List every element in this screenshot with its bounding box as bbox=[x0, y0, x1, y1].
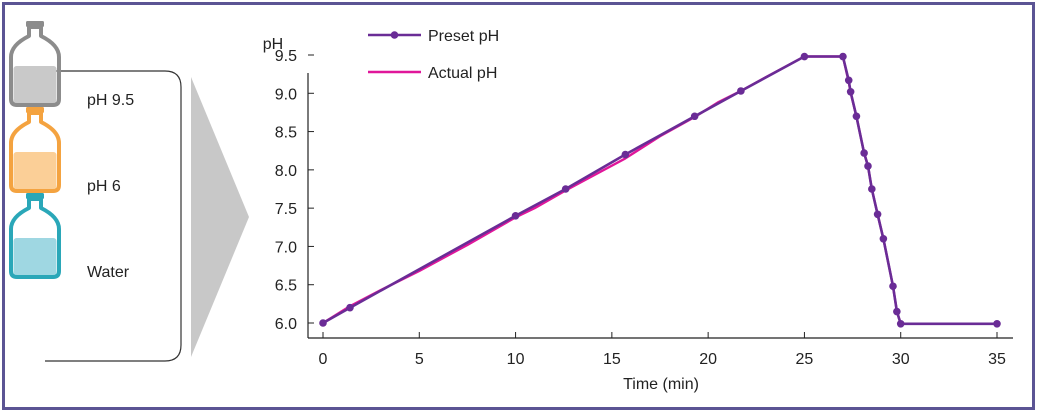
bottle-liquid bbox=[13, 152, 57, 189]
data-point bbox=[621, 150, 630, 159]
x-tick-label: 20 bbox=[699, 351, 717, 368]
data-point bbox=[319, 319, 327, 327]
axis-ticks: 6.0 6.5 7.0 7.5 8.0 8.5 9.0 9.5 0 5 10 15 20 25 30 35 bbox=[275, 48, 1006, 368]
legend-label: Preset pH bbox=[428, 28, 499, 45]
data-point bbox=[893, 307, 901, 316]
data-point bbox=[844, 76, 853, 85]
data-point bbox=[868, 185, 876, 193]
x-axis-label: Time (min) bbox=[623, 376, 699, 393]
reagent-label-ph6: pH 6 bbox=[87, 178, 121, 195]
data-point bbox=[852, 112, 861, 121]
data-point bbox=[846, 87, 855, 96]
legend-label: Actual pH bbox=[428, 65, 497, 82]
x-tick-label: 0 bbox=[319, 351, 328, 368]
legend: Preset pH Actual pH bbox=[368, 28, 499, 82]
x-tick-label: 5 bbox=[415, 351, 424, 368]
data-point bbox=[860, 149, 868, 157]
legend-item-preset-ph: Preset pH bbox=[368, 28, 499, 45]
x-tick-label: 15 bbox=[603, 351, 621, 368]
data-series bbox=[319, 52, 1001, 328]
x-tick-label: 10 bbox=[507, 351, 525, 368]
reagent-label-ph95: pH 9.5 bbox=[87, 92, 134, 109]
bottle-icon bbox=[9, 107, 61, 193]
y-tick-label: 8.0 bbox=[275, 163, 297, 180]
reagent-panel: pH 9.5 pH 6 Water bbox=[9, 21, 182, 362]
ph-gradient-figure: pH 9.5 pH 6 Water pH Time (min) 6.0 6.5 7.… bbox=[9, 21, 1013, 393]
data-point bbox=[873, 210, 882, 219]
y-axis-label: pH bbox=[263, 36, 283, 53]
x-tick-label: 35 bbox=[988, 351, 1006, 368]
y-tick-label: 6.0 bbox=[275, 316, 297, 333]
y-tick-label: 6.5 bbox=[275, 278, 297, 295]
y-tick-label: 7.0 bbox=[275, 239, 297, 256]
y-tick-label: 9.0 bbox=[275, 86, 297, 103]
series-actual-ph bbox=[322, 55, 997, 325]
data-point bbox=[896, 319, 905, 328]
reagent-label-water: Water bbox=[87, 264, 130, 281]
reagent-panel-border bbox=[45, 70, 182, 362]
bottle-liquid bbox=[13, 238, 57, 275]
data-point bbox=[561, 185, 570, 193]
figure-frame: pH 9.5 pH 6 Water pH Time (min) 6.0 6.5 7.… bbox=[2, 2, 1035, 410]
reagent-bottles bbox=[9, 21, 61, 279]
bottle-icon bbox=[9, 21, 61, 107]
data-point bbox=[839, 52, 847, 61]
data-point bbox=[737, 87, 745, 95]
ph-chart: pH Time (min) 6.0 6.5 7.0 7.5 8.0 8.5 9.0 9.5 0 5… bbox=[263, 28, 1013, 393]
bottle-outline bbox=[9, 111, 61, 193]
data-point bbox=[690, 112, 699, 121]
legend-marker bbox=[390, 31, 399, 39]
triangle-right-icon bbox=[191, 77, 249, 357]
data-point bbox=[879, 234, 888, 243]
data-point bbox=[800, 52, 809, 61]
data-point bbox=[889, 282, 897, 291]
bottle-outline bbox=[9, 197, 61, 279]
data-point bbox=[346, 303, 354, 312]
x-tick-label: 25 bbox=[796, 351, 814, 368]
bottle-outline bbox=[9, 25, 61, 107]
axes bbox=[307, 73, 1013, 339]
bottle-icon bbox=[9, 193, 61, 279]
series-line-actual-ph bbox=[322, 55, 997, 325]
data-point bbox=[511, 212, 520, 220]
y-tick-label: 7.5 bbox=[275, 201, 297, 218]
y-tick-label: 8.5 bbox=[275, 125, 297, 142]
y-tick-label: 9.5 bbox=[275, 48, 297, 65]
series-line-preset-ph bbox=[322, 55, 997, 326]
series-preset-ph bbox=[319, 52, 1001, 328]
legend-item-actual-ph: Actual pH bbox=[368, 65, 497, 82]
bottle-liquid bbox=[13, 66, 57, 103]
x-tick-label: 30 bbox=[892, 351, 910, 368]
data-point bbox=[864, 162, 872, 170]
data-point bbox=[993, 319, 1001, 328]
